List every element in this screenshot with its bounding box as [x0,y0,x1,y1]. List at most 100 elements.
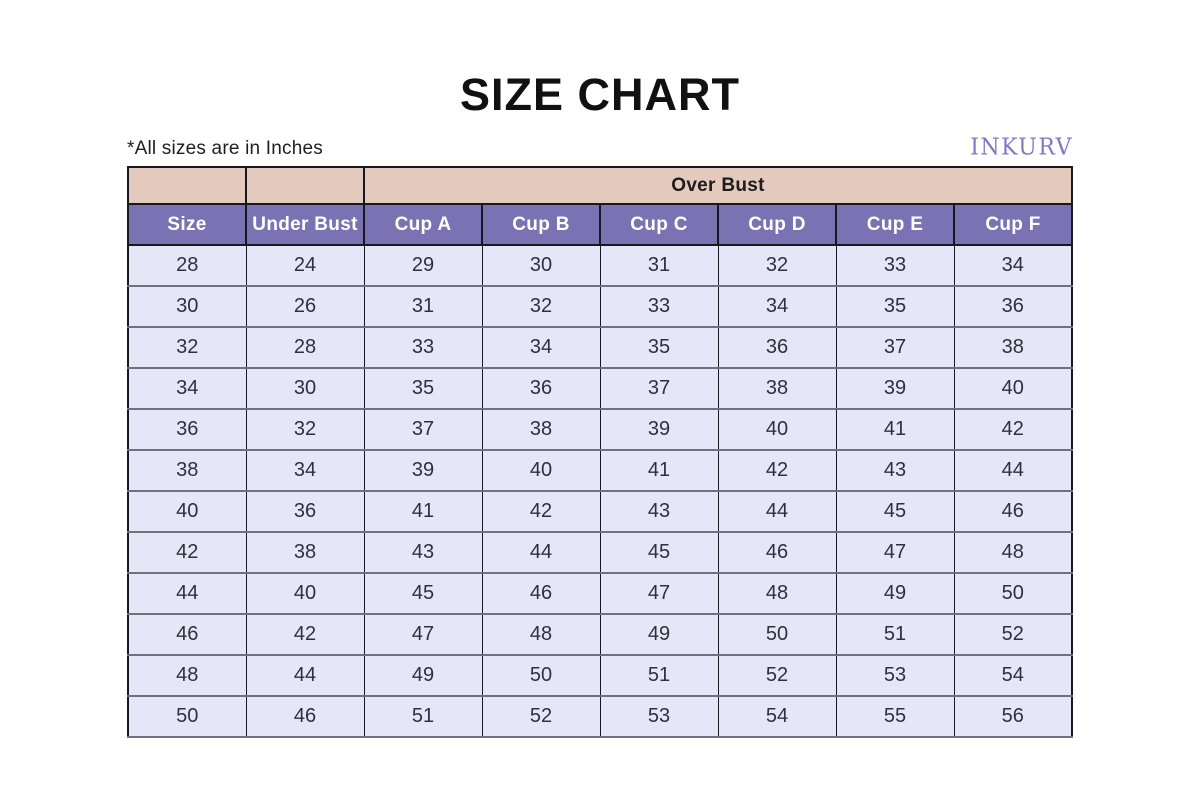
column-header-under-bust: Under Bust [245,203,365,246]
size-cell: 44 [953,449,1073,492]
size-cell: 52 [717,654,837,697]
size-cell: 43 [363,531,483,574]
size-cell: 41 [835,408,955,451]
size-cell: 49 [363,654,483,697]
size-cell: 38 [717,367,837,410]
size-cell: 48 [481,613,601,656]
size-cell: 40 [953,367,1073,410]
column-header-row: Size Under Bust Cup A Cup B Cup C Cup D … [127,203,1073,246]
size-cell: 45 [363,572,483,615]
group-header-over-bust: Over Bust [363,166,1073,205]
table-row: 36 32 37 38 39 40 41 42 [127,408,1073,451]
table-row: 40 36 41 42 43 44 45 46 [127,490,1073,533]
size-cell: 51 [835,613,955,656]
size-cell: 50 [953,572,1073,615]
size-cell: 42 [953,408,1073,451]
group-header-row: Over Bust [127,166,1073,205]
size-cell: 28 [127,244,247,287]
size-cell: 49 [835,572,955,615]
size-cell: 46 [717,531,837,574]
size-cell: 44 [717,490,837,533]
size-cell: 32 [481,285,601,328]
size-cell: 33 [599,285,719,328]
size-cell: 45 [599,531,719,574]
size-cell: 52 [481,695,601,738]
page-title: SIZE CHART [460,69,740,120]
size-cell: 46 [953,490,1073,533]
size-cell: 53 [835,654,955,697]
column-header-cup-c: Cup C [599,203,719,246]
size-cell: 36 [481,367,601,410]
size-cell: 45 [835,490,955,533]
table-row: 42 38 43 44 45 46 47 48 [127,531,1073,574]
size-cell: 40 [245,572,365,615]
size-cell: 46 [481,572,601,615]
size-cell: 46 [245,695,365,738]
size-cell: 42 [481,490,601,533]
size-cell: 35 [363,367,483,410]
size-cell: 56 [953,695,1073,738]
size-cell: 49 [599,613,719,656]
size-cell: 32 [245,408,365,451]
table-row: 30 26 31 32 33 34 35 36 [127,285,1073,328]
size-cell: 48 [127,654,247,697]
size-cell: 50 [481,654,601,697]
size-cell: 40 [717,408,837,451]
size-cell: 42 [245,613,365,656]
size-cell: 36 [953,285,1073,328]
size-cell: 47 [599,572,719,615]
size-cell: 31 [599,244,719,287]
size-cell: 54 [953,654,1073,697]
size-cell: 38 [481,408,601,451]
size-cell: 36 [127,408,247,451]
size-cell: 34 [717,285,837,328]
size-cell: 50 [717,613,837,656]
size-cell: 26 [245,285,365,328]
size-cell: 51 [599,654,719,697]
size-cell: 52 [953,613,1073,656]
size-cell: 37 [599,367,719,410]
size-cell: 36 [245,490,365,533]
brand-logo: INKURV [970,134,1073,161]
size-cell: 48 [953,531,1073,574]
column-header-size: Size [127,203,247,246]
size-cell: 31 [363,285,483,328]
column-header-cup-a: Cup A [363,203,483,246]
size-cell: 48 [717,572,837,615]
size-cell: 39 [363,449,483,492]
size-cell: 51 [363,695,483,738]
size-cell: 36 [717,326,837,369]
table-row: 38 34 39 40 41 42 43 44 [127,449,1073,492]
size-cell: 42 [127,531,247,574]
size-cell: 34 [481,326,601,369]
size-cell: 50 [127,695,247,738]
group-spacer-size [127,166,247,205]
size-cell: 41 [599,449,719,492]
size-cell: 37 [835,326,955,369]
size-cell: 38 [245,531,365,574]
size-cell: 44 [481,531,601,574]
size-cell: 40 [481,449,601,492]
size-cell: 34 [953,244,1073,287]
size-cell: 33 [835,244,955,287]
size-cell: 43 [835,449,955,492]
size-cell: 34 [245,449,365,492]
size-cell: 38 [953,326,1073,369]
size-cell: 24 [245,244,365,287]
size-cell: 54 [717,695,837,738]
size-table-body: 28 24 29 30 31 32 33 34 30 26 31 32 33 34 35 36 32 28 33 34… [127,244,1073,738]
table-row: 44 40 45 46 47 48 49 50 [127,572,1073,615]
size-cell: 33 [363,326,483,369]
size-cell: 38 [127,449,247,492]
size-cell: 35 [835,285,955,328]
size-cell: 40 [127,490,247,533]
size-cell: 37 [363,408,483,451]
size-cell: 39 [835,367,955,410]
size-cell: 30 [127,285,247,328]
size-cell: 41 [363,490,483,533]
size-cell: 42 [717,449,837,492]
size-cell: 46 [127,613,247,656]
size-cell: 30 [481,244,601,287]
table-row: 34 30 35 36 37 38 39 40 [127,367,1073,410]
